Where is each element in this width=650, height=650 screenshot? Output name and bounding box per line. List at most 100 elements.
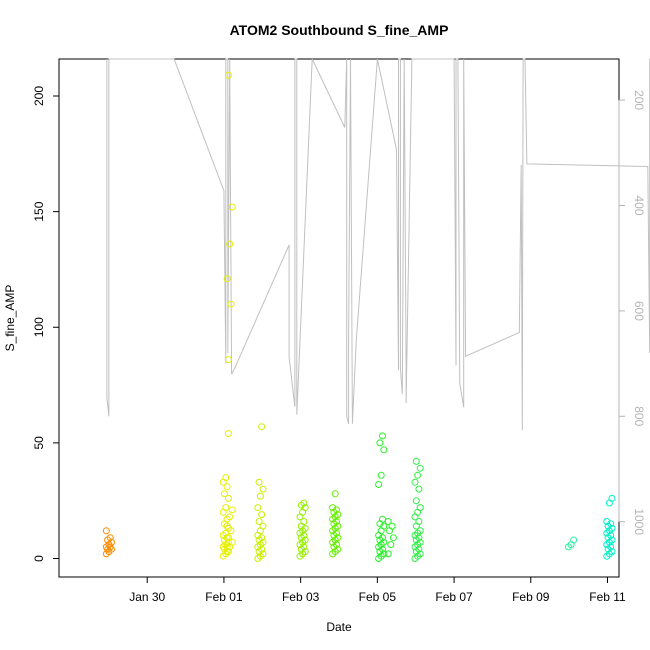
data-point xyxy=(380,522,388,530)
data-point xyxy=(224,494,232,502)
data-point xyxy=(416,538,424,546)
data-point xyxy=(301,524,309,532)
data-point xyxy=(329,504,337,512)
data-point xyxy=(255,518,263,525)
data-point xyxy=(333,506,340,514)
data-point xyxy=(300,518,308,525)
right-tick-label: 400 xyxy=(632,195,646,215)
data-point xyxy=(223,483,231,491)
x-tick-label: Feb 01 xyxy=(205,590,243,604)
data-point xyxy=(387,541,395,549)
data-point xyxy=(333,529,340,537)
y-tick-label: 0 xyxy=(32,555,46,562)
data-point xyxy=(412,497,420,505)
chart-title: ATOM2 Southbound S_fine_AMP xyxy=(230,22,449,38)
data-point xyxy=(221,490,228,498)
data-point xyxy=(224,538,232,546)
data-point xyxy=(223,275,231,283)
data-point xyxy=(228,203,236,211)
data-point xyxy=(414,471,422,479)
y-axis-right: 200 400 600 800 1000 xyxy=(618,90,646,535)
depth-line xyxy=(106,58,650,431)
data-point xyxy=(379,534,386,542)
x-tick-label: Feb 07 xyxy=(435,590,473,604)
data-point xyxy=(607,520,615,528)
data-point xyxy=(258,423,266,431)
right-tick-label: 800 xyxy=(632,406,646,426)
data-point xyxy=(102,527,110,535)
data-point xyxy=(333,518,340,525)
data-point xyxy=(108,538,115,546)
data-point xyxy=(384,550,392,558)
y-axis: 0 50 100 150 200 xyxy=(32,86,60,562)
data-point xyxy=(603,518,611,525)
data-point xyxy=(226,513,234,521)
data-point xyxy=(259,485,267,493)
right-tick-label: 1000 xyxy=(632,508,646,535)
data-point xyxy=(224,71,232,79)
data-point xyxy=(415,518,423,525)
data-point xyxy=(301,536,309,544)
data-point xyxy=(223,522,231,530)
x-tick-label: Feb 11 xyxy=(589,590,626,604)
x-tick-label: Feb 05 xyxy=(359,590,397,604)
right-tick-label: 200 xyxy=(632,90,646,110)
x-tick-label: Feb 09 xyxy=(512,590,550,604)
data-point xyxy=(379,515,386,523)
data-point xyxy=(333,541,340,549)
y-tick-label: 100 xyxy=(32,317,46,337)
data-point xyxy=(301,548,309,556)
data-point xyxy=(416,464,424,472)
data-point xyxy=(380,446,388,454)
data-point xyxy=(607,543,615,551)
data-point xyxy=(224,534,232,542)
data-point xyxy=(415,534,423,542)
data-point xyxy=(411,478,419,486)
x-axis-label: Date xyxy=(326,620,352,634)
data-point xyxy=(259,550,267,558)
x-axis: Jan 30 Feb 01 Feb 03 Feb 05 Feb 07 Feb 09 Feb … xyxy=(129,576,626,604)
data-point xyxy=(254,504,262,512)
data-point xyxy=(334,522,342,530)
y-tick-label: 50 xyxy=(32,436,46,450)
data-point xyxy=(412,457,420,465)
data-point xyxy=(607,531,615,539)
data-point xyxy=(224,356,232,364)
y-tick-label: 150 xyxy=(32,201,46,221)
data-point xyxy=(228,538,236,546)
data-point xyxy=(256,492,264,500)
data-point xyxy=(608,494,616,502)
data-point xyxy=(222,504,230,512)
line-series xyxy=(106,58,650,431)
data-point xyxy=(377,471,385,479)
data-point xyxy=(570,536,578,544)
right-tick-label: 600 xyxy=(632,301,646,321)
data-point xyxy=(389,534,397,542)
data-point xyxy=(259,522,267,530)
data-point xyxy=(331,490,339,498)
data-point xyxy=(227,527,235,535)
scatter-series xyxy=(102,71,616,562)
x-tick-label: Feb 03 xyxy=(282,590,320,604)
data-point xyxy=(379,432,386,440)
data-point xyxy=(255,478,263,486)
data-point xyxy=(224,430,232,438)
data-point xyxy=(301,504,309,512)
data-point xyxy=(300,499,308,507)
x-tick-label: Jan 30 xyxy=(129,590,165,604)
data-point xyxy=(416,504,424,512)
data-point xyxy=(608,524,616,532)
y-tick-label: 200 xyxy=(32,86,46,106)
data-point xyxy=(227,300,235,308)
data-point xyxy=(300,531,308,539)
data-point xyxy=(608,548,616,556)
data-point xyxy=(228,506,236,514)
data-point xyxy=(384,518,392,525)
plot-frame xyxy=(58,58,620,578)
data-point xyxy=(259,538,267,546)
data-point xyxy=(608,536,616,544)
data-point xyxy=(388,522,396,530)
data-point xyxy=(415,485,423,493)
data-point xyxy=(376,439,384,447)
data-point xyxy=(416,527,424,535)
